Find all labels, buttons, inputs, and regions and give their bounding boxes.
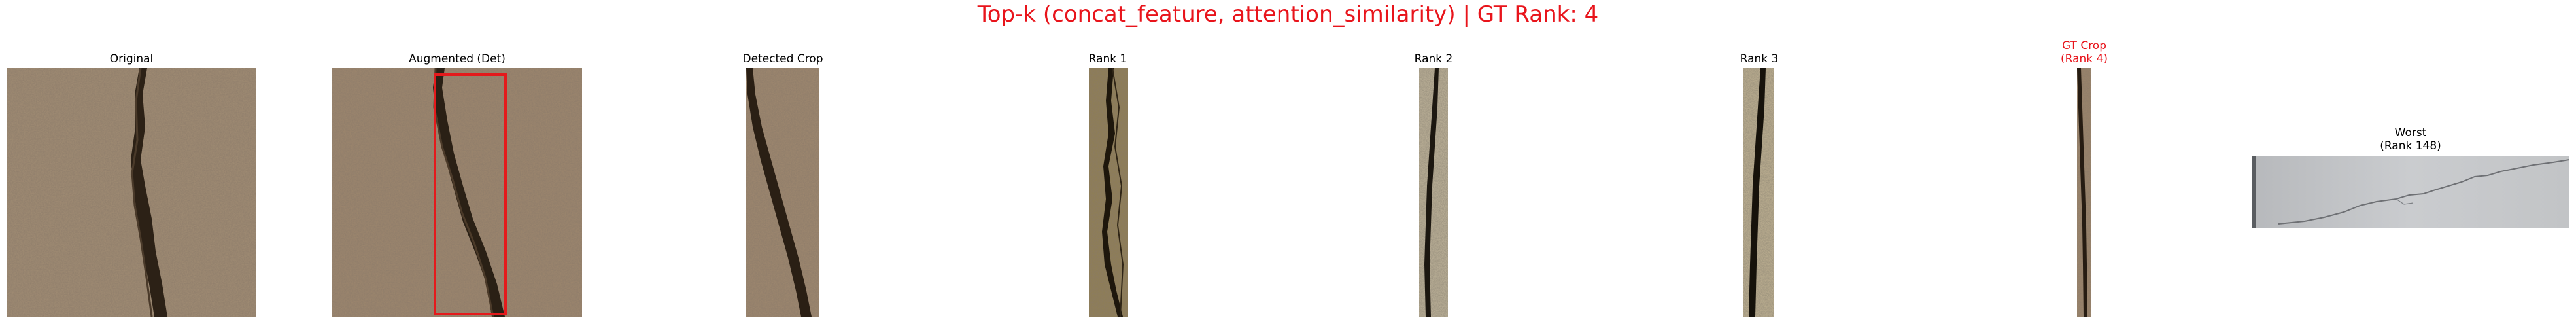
panel-title-gt-crop: GT Crop (Rank 4) xyxy=(2019,39,2150,65)
panel-title-augmented: Augmented (Det) xyxy=(409,52,506,65)
rank-3-image xyxy=(1743,68,1774,317)
panel-title-detected-crop: Detected Crop xyxy=(742,52,823,65)
panel-title-original: Original xyxy=(109,52,154,65)
figure-title: Top-k (concat_feature, attention_similar… xyxy=(977,1,1599,27)
panel-title-rank-3: Rank 3 xyxy=(1740,52,1779,65)
augmented-image xyxy=(332,68,582,317)
worst-image xyxy=(2252,156,2569,228)
panel-title-rank-2: Rank 2 xyxy=(1414,52,1453,65)
detected-crop-image xyxy=(746,68,819,317)
rank-2-image xyxy=(1419,68,1448,317)
gt-crop-image xyxy=(2077,68,2091,317)
panel-title-worst-line2: (Rank 148) xyxy=(2380,139,2441,153)
panel-title-worst: Worst (Rank 148) xyxy=(2252,126,2569,153)
rank-1-image xyxy=(1089,68,1128,317)
panel-title-rank-1: Rank 1 xyxy=(1088,52,1127,65)
original-image xyxy=(7,68,256,317)
panel-title-worst-line1: Worst xyxy=(2394,126,2427,139)
panel-title-gt-crop-line2: (Rank 4) xyxy=(2061,52,2108,65)
panel-title-gt-crop-line1: GT Crop xyxy=(2061,39,2107,52)
detection-box xyxy=(434,73,507,315)
